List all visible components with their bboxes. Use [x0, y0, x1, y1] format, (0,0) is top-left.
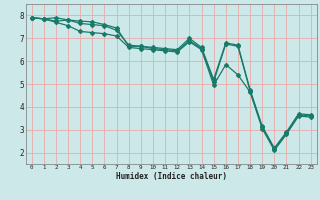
X-axis label: Humidex (Indice chaleur): Humidex (Indice chaleur)	[116, 172, 227, 181]
